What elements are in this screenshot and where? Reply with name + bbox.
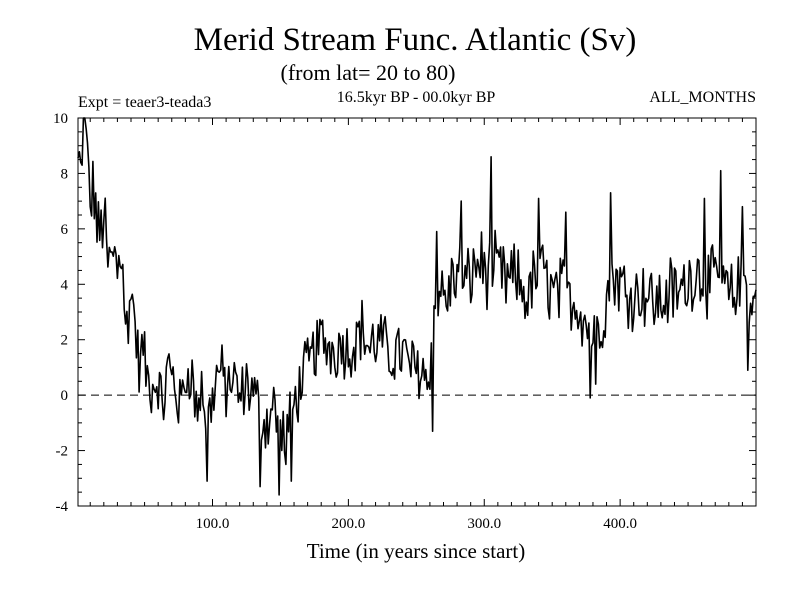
y-tick-label: 2 <box>61 333 69 349</box>
y-tick-label: -2 <box>56 444 69 460</box>
period-label: 16.5kyr BP - 00.0kyr BP <box>337 89 496 106</box>
x-tick-label: 200.0 <box>332 516 366 532</box>
y-tick-label: 10 <box>53 111 68 127</box>
y-tick-label: 6 <box>61 222 69 238</box>
x-axis-label: Time (in years since start) <box>307 539 526 563</box>
y-tick-label: -4 <box>56 499 69 515</box>
chart-title: Merid Stream Func. Atlantic (Sv) <box>194 22 637 58</box>
y-tick-label: 4 <box>61 277 69 293</box>
x-tick-label: 300.0 <box>467 516 501 532</box>
y-tick-label: 0 <box>61 388 69 404</box>
experiment-label: Expt = teaer3-teada3 <box>78 94 211 111</box>
x-tick-label: 100.0 <box>196 516 230 532</box>
chart-subtitle: (from lat= 20 to 80) <box>281 60 456 85</box>
y-tick-label: 8 <box>61 166 69 182</box>
months-label: ALL_MONTHS <box>649 89 756 106</box>
series-line <box>77 117 757 496</box>
x-tick-label: 400.0 <box>603 516 637 532</box>
plot-area: -4 -2 0 2 4 6 8 10 100.0 200.0 300.0 400.0 <box>53 111 757 532</box>
